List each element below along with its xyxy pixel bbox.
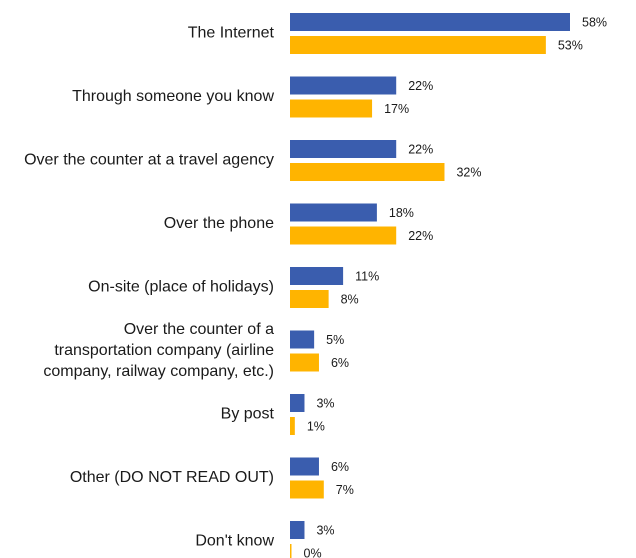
value-label-series-1: 6% [331,460,349,474]
bar-series-1 [290,76,397,95]
bar-series-1 [290,267,344,285]
category-label-line: The Internet [188,25,275,42]
value-label-series-1: 58% [582,15,607,29]
value-label-series-2: 8% [341,292,359,306]
category-label: Other (DO NOT READ OUT) [70,469,274,486]
bar-series-1 [290,330,315,349]
bar-series-1 [290,203,377,222]
category-label-line: Don't know [195,533,274,550]
value-label-series-2: 7% [336,483,354,497]
value-label-series-2: 22% [408,229,433,243]
value-label-series-2: 17% [384,102,409,116]
bar-series-2 [290,417,295,435]
category-label-line: transportation company (airline [54,342,274,359]
value-label-series-2: 32% [456,165,481,179]
category-label-line: Over the counter at a travel agency [24,152,274,169]
category-label-line: On-site (place of holidays) [88,279,274,296]
value-label-series-1: 11% [355,269,379,283]
bar-series-2 [290,226,397,245]
value-label-series-2: 0% [304,546,322,558]
bar-series-2 [290,163,445,181]
bar-series-1 [290,13,570,31]
bar-series-1 [290,394,305,412]
category-label-line: Through someone you know [72,88,274,105]
category-label-line: By post [221,406,275,423]
value-label-series-1: 22% [408,142,433,156]
category-label: Through someone you know [72,88,274,105]
category-label-line: Over the counter of a [124,321,274,338]
value-label-series-2: 6% [331,356,349,370]
category-label-line: company, railway company, etc.) [43,363,274,380]
bar-series-2 [290,99,373,118]
bar-series-1 [290,140,397,158]
bar-series-1 [290,521,305,539]
category-label: Don't know [195,533,274,550]
bar-series-2 [290,290,329,308]
value-label-series-1: 18% [389,206,414,220]
value-label-series-1: 22% [408,79,433,93]
category-label: Over the counter of a transportation comp… [43,321,274,380]
value-label-series-1: 5% [326,333,344,347]
value-label-series-2: 53% [558,38,583,52]
value-label-series-1: 3% [316,396,334,410]
category-label-line: Other (DO NOT READ OUT) [70,469,274,486]
bar-series-2 [290,480,324,499]
value-label-series-1: 3% [316,523,334,537]
value-label-series-2: 1% [307,419,325,433]
bar-series-2 [290,36,546,54]
category-label: Over the phone [164,215,274,232]
bar-series-2 [290,353,319,372]
bar-series-1 [290,457,319,476]
category-label: Over the counter at a travel agency [24,152,274,169]
category-label: The Internet [188,25,275,42]
category-label: On-site (place of holidays) [88,279,274,296]
category-label: By post [221,406,275,423]
category-label-line: Over the phone [164,215,274,232]
bar-series-2 [290,544,292,558]
